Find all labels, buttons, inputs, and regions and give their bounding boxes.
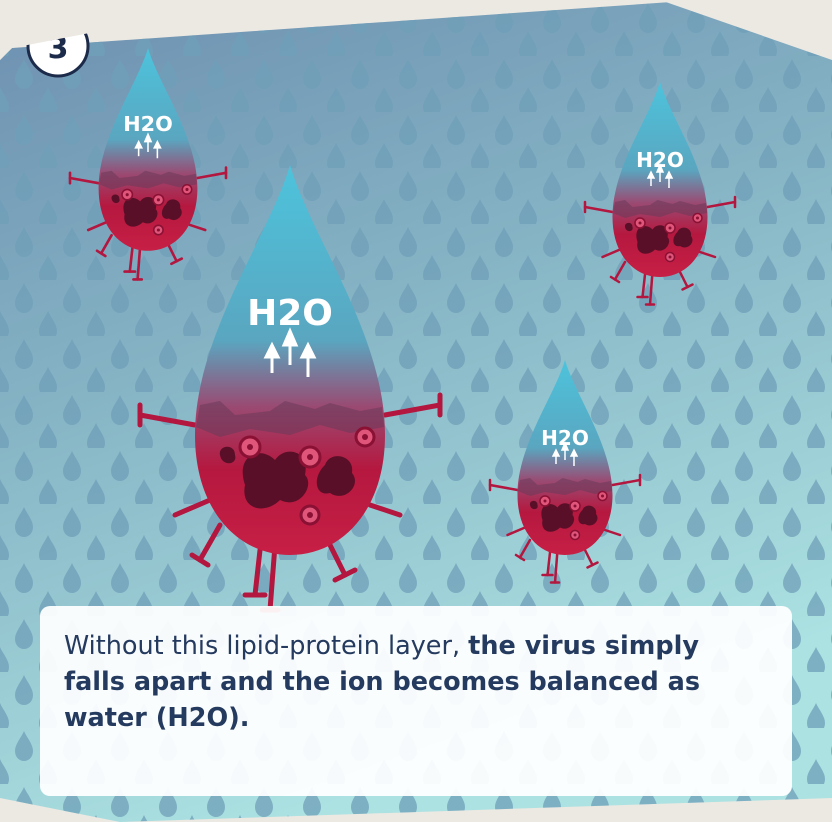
- h2o-label-top-left: H2O: [123, 112, 173, 136]
- h2o-label-large: H2O: [247, 293, 333, 334]
- caption-bold-text: the virus simply falls apart and the ion…: [64, 631, 701, 733]
- caption-normal-text: Without this lipid-protein layer,: [64, 631, 469, 661]
- virus-drop-top-right: H2O: [583, 80, 737, 306]
- caption-box: Without this lipid-protein layer, the vi…: [40, 606, 792, 796]
- h2o-label-bottom-right: H2O: [541, 426, 589, 450]
- h2o-label-top-right: H2O: [636, 148, 684, 172]
- virus-drop-bottom-right: H2O: [488, 358, 642, 584]
- virus-drop-top-left: H2O: [68, 46, 228, 281]
- virus-drop-large: H2O: [140, 165, 440, 610]
